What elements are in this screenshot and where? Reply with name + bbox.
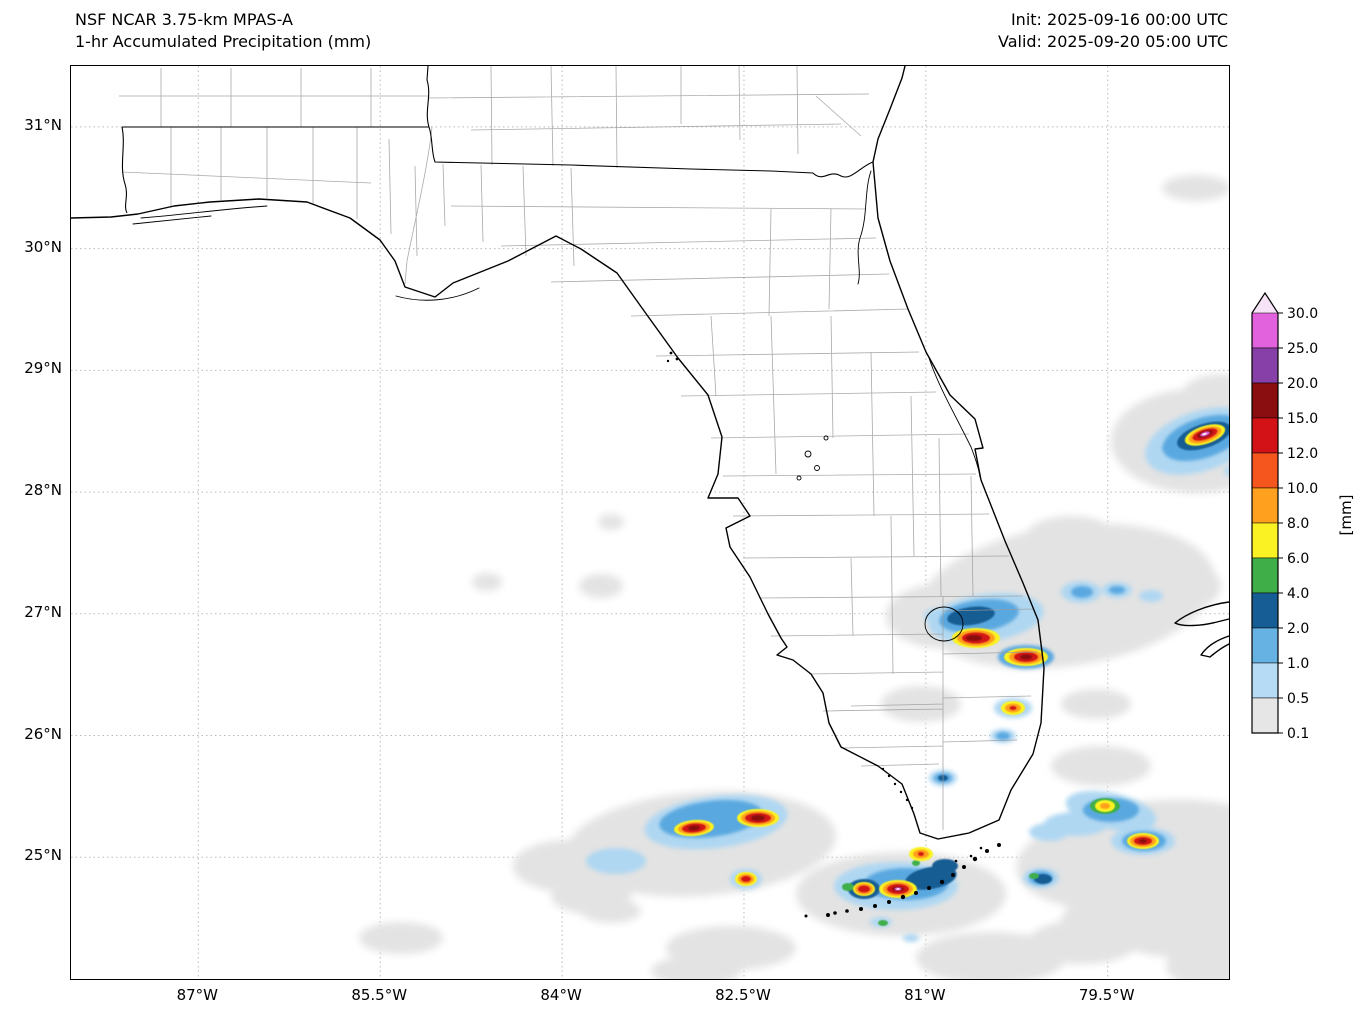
colorbar-segment bbox=[1251, 487, 1279, 524]
lat-tick-label: 28°N bbox=[24, 481, 62, 500]
lat-tick-label: 29°N bbox=[24, 359, 62, 378]
lat-tick-label: 26°N bbox=[24, 724, 62, 743]
precip-band-green bbox=[842, 798, 1120, 926]
lat-tick-label: 25°N bbox=[24, 846, 62, 865]
colorbar-segment bbox=[1251, 522, 1279, 559]
colorbar-segment bbox=[1251, 557, 1279, 594]
time-block: Init: 2025-09-16 00:00 UTC Valid: 2025-0… bbox=[998, 9, 1228, 53]
coastal-details bbox=[132, 170, 981, 478]
colorbar: 30.0 25.0 20.0 15.0 12.0 10.0 8.0 6.0 4.0 2.0 1.0 0… bbox=[1251, 291, 1318, 742]
colorbar-tick-label: 8.0 bbox=[1287, 516, 1309, 532]
product-title: 1-hr Accumulated Precipitation (mm) bbox=[75, 32, 372, 51]
colorbar-tick-label: 30.0 bbox=[1287, 306, 1318, 322]
lon-tick-label: 84°W bbox=[540, 986, 582, 1004]
init-time: Init: 2025-09-16 00:00 UTC bbox=[1010, 10, 1228, 29]
precip-layer bbox=[359, 175, 1229, 979]
lon-tick-label: 85.5°W bbox=[351, 986, 408, 1004]
lat-tick-label: 30°N bbox=[24, 237, 62, 256]
colorbar-tick-label: 1.0 bbox=[1287, 656, 1309, 672]
precip-band-extreme bbox=[896, 432, 1207, 890]
colorbar-segment bbox=[1251, 312, 1279, 349]
colorbar-tick-label: 2.0 bbox=[1287, 621, 1309, 637]
precip-band-light bbox=[359, 175, 1229, 979]
colorbar-units-label: [mm] bbox=[1337, 494, 1355, 536]
county-boundaries bbox=[119, 66, 1038, 830]
lat-tick-label: 27°N bbox=[24, 602, 62, 621]
precip-band-darkblue bbox=[848, 421, 1229, 899]
colorbar-segment bbox=[1251, 417, 1279, 454]
colorbar-tick-label: 10.0 bbox=[1287, 481, 1318, 497]
colorbar-tick-label: 6.0 bbox=[1287, 551, 1309, 567]
colorbar-segment bbox=[1251, 382, 1279, 419]
map-canvas bbox=[71, 66, 1229, 979]
colorbar-tick-label: 12.0 bbox=[1287, 446, 1318, 462]
colorbar-segment bbox=[1251, 347, 1279, 384]
bahamas-islands bbox=[1174, 601, 1229, 658]
colorbar-over-arrow bbox=[1252, 293, 1278, 313]
model-title: NSF NCAR 3.75-km MPAS-A bbox=[75, 10, 293, 29]
lat-tick-label: 31°N bbox=[24, 115, 62, 134]
lon-tick-label: 79.5°W bbox=[1078, 986, 1135, 1004]
florida-keys-dots bbox=[666, 351, 1001, 918]
colorbar-tick-label: 0.1 bbox=[1287, 726, 1309, 742]
valid-time: Valid: 2025-09-20 05:00 UTC bbox=[997, 32, 1228, 51]
lakes bbox=[796, 435, 964, 642]
colorbar-segment bbox=[1251, 592, 1279, 629]
lon-tick-label: 82.5°W bbox=[715, 986, 771, 1004]
title-block: NSF NCAR 3.75-km MPAS-A 1-hr Accumulated… bbox=[75, 9, 371, 53]
colorbar-segment bbox=[1251, 627, 1279, 664]
colorbar-segment bbox=[1251, 697, 1279, 734]
colorbar-tick-label: 25.0 bbox=[1287, 341, 1318, 357]
lon-tick-label: 87°W bbox=[176, 986, 219, 1004]
colorbar-tick-label: 15.0 bbox=[1287, 411, 1318, 427]
coastline bbox=[71, 66, 1045, 840]
state-borders bbox=[121, 66, 874, 214]
colorbar-tick-label: 4.0 bbox=[1287, 586, 1309, 602]
colorbar-segment bbox=[1251, 452, 1279, 489]
colorbar-tick-label: 20.0 bbox=[1287, 376, 1318, 392]
lon-tick-label: 81°W bbox=[904, 986, 946, 1004]
colorbar-tick-label: 0.5 bbox=[1287, 691, 1309, 707]
colorbar-segment bbox=[1251, 662, 1279, 699]
map-frame bbox=[70, 65, 1230, 980]
